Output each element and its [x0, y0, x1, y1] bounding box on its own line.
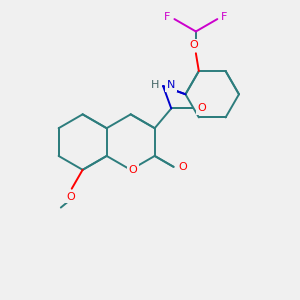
- Text: N: N: [167, 80, 176, 90]
- Text: O: O: [66, 192, 75, 202]
- Text: O: O: [178, 162, 187, 172]
- Text: F: F: [221, 12, 227, 22]
- Text: O: O: [128, 165, 137, 175]
- Text: F: F: [164, 12, 171, 22]
- Text: O: O: [198, 103, 206, 113]
- Text: H: H: [151, 80, 159, 90]
- Text: O: O: [190, 40, 198, 50]
